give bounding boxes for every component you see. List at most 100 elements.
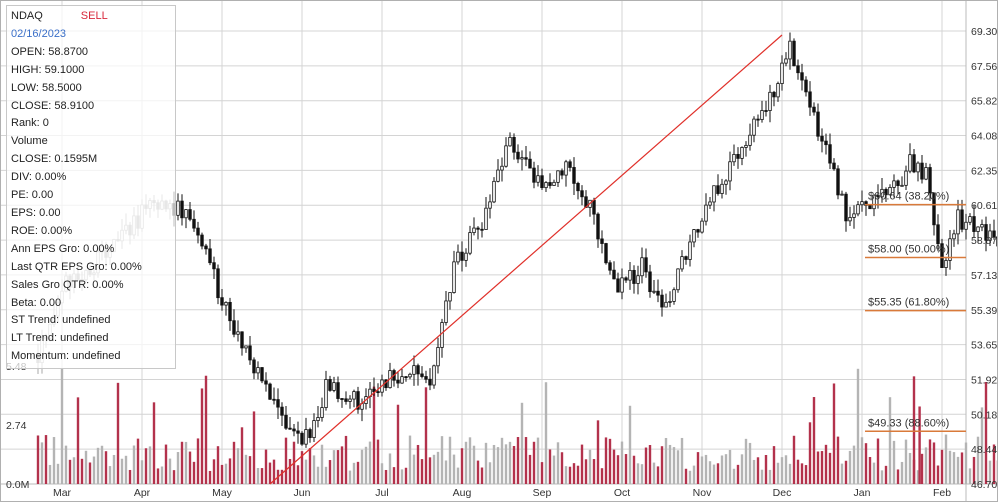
candle-body bbox=[652, 290, 656, 293]
candle-body bbox=[696, 229, 700, 233]
candle-body bbox=[508, 136, 512, 147]
volume-bar bbox=[456, 467, 460, 484]
volume-bar bbox=[312, 455, 316, 484]
candle-body bbox=[460, 251, 464, 261]
volume-bar bbox=[720, 455, 724, 484]
candle-body bbox=[804, 79, 808, 93]
volume-bar bbox=[952, 452, 956, 484]
volume-bar bbox=[76, 397, 80, 484]
volume-bar bbox=[740, 454, 744, 484]
volume-bar bbox=[560, 452, 564, 484]
candle-body bbox=[660, 294, 664, 308]
candle-body bbox=[300, 432, 304, 445]
candle-body bbox=[520, 157, 524, 160]
volume-bar bbox=[756, 457, 760, 484]
candle-body bbox=[536, 175, 540, 183]
volume-bar bbox=[224, 463, 228, 484]
info-line: DIV: 0.00% bbox=[11, 171, 67, 184]
volume-bar bbox=[444, 460, 448, 484]
candle-body bbox=[820, 135, 824, 142]
candle-body bbox=[500, 165, 504, 171]
volume-bar bbox=[676, 450, 680, 484]
volume-bar bbox=[744, 438, 748, 484]
volume-bar bbox=[812, 397, 816, 484]
candle-body bbox=[700, 220, 704, 233]
volume-bar bbox=[944, 434, 948, 484]
x-tick-label: May bbox=[212, 487, 233, 499]
info-line: Beta: 0.00 bbox=[11, 296, 62, 309]
candle-body bbox=[352, 391, 356, 400]
candle-body bbox=[788, 40, 792, 60]
candle-body bbox=[840, 193, 844, 196]
candle-body bbox=[904, 170, 908, 186]
candle-body bbox=[320, 407, 324, 418]
candle-body bbox=[556, 170, 560, 183]
x-tick-label: Apr bbox=[134, 487, 151, 499]
info-line: Sales Gro QTR: 0.00% bbox=[11, 278, 124, 291]
volume-bar bbox=[248, 456, 252, 484]
volume-bar bbox=[196, 438, 200, 484]
volume-bar bbox=[272, 459, 276, 484]
candle-body bbox=[720, 183, 724, 194]
volume-bar bbox=[932, 442, 936, 484]
volume-bar bbox=[780, 457, 784, 484]
volume-bar bbox=[900, 461, 904, 484]
candle-body bbox=[976, 226, 980, 232]
volume-bar bbox=[200, 388, 204, 484]
candle-body bbox=[436, 347, 440, 367]
candle-body bbox=[620, 277, 624, 293]
volume-bar bbox=[712, 464, 716, 484]
volume-bar bbox=[160, 466, 164, 484]
volume-bar bbox=[432, 454, 436, 484]
volume-bar bbox=[512, 445, 516, 484]
candle-body bbox=[208, 248, 212, 264]
candle-body bbox=[764, 110, 768, 112]
candle-body bbox=[576, 182, 580, 192]
candle-body bbox=[188, 209, 192, 220]
volume-bar bbox=[816, 451, 820, 484]
volume-bar bbox=[764, 454, 768, 484]
candle-body bbox=[692, 229, 696, 243]
candle-body bbox=[824, 140, 828, 146]
candle-body bbox=[664, 301, 668, 308]
candle-body bbox=[224, 301, 228, 306]
volume-bar bbox=[156, 468, 160, 484]
volume-bar bbox=[768, 469, 772, 484]
volume-bar bbox=[688, 470, 692, 484]
candle-body bbox=[516, 151, 520, 160]
volume-bar bbox=[124, 455, 128, 484]
candle-body bbox=[336, 382, 340, 399]
candle-body bbox=[356, 391, 360, 410]
candle-body bbox=[952, 233, 956, 240]
candle-body bbox=[792, 40, 796, 67]
volume-bar bbox=[544, 382, 548, 484]
candle-body bbox=[860, 201, 864, 206]
x-tick-label: Aug bbox=[453, 487, 472, 499]
candle-body bbox=[328, 379, 332, 391]
volume-bar bbox=[256, 468, 260, 484]
candle-body bbox=[440, 322, 444, 348]
volume-bar bbox=[80, 458, 84, 484]
volume-bar bbox=[500, 437, 504, 484]
candle-body bbox=[736, 154, 740, 159]
volume-bar bbox=[968, 468, 972, 484]
volume-bar bbox=[556, 442, 560, 484]
volume-bar bbox=[624, 454, 628, 484]
volume-bar bbox=[516, 437, 520, 484]
volume-bar bbox=[88, 462, 92, 484]
candle-body bbox=[772, 91, 776, 98]
volume-bar bbox=[348, 470, 352, 484]
volume-bar bbox=[520, 402, 524, 484]
volume-bar bbox=[320, 444, 324, 484]
candle-body bbox=[784, 58, 788, 64]
volume-bar bbox=[376, 439, 380, 484]
volume-bar bbox=[796, 459, 800, 484]
candle-body bbox=[712, 185, 716, 203]
volume-bar bbox=[220, 464, 224, 484]
volume-bar bbox=[332, 450, 336, 484]
volume-bar bbox=[784, 455, 788, 484]
y-tick-label: 48.44 bbox=[971, 444, 997, 456]
volume-bar bbox=[836, 436, 840, 484]
candle-body bbox=[312, 420, 316, 438]
candle-body bbox=[972, 216, 976, 232]
